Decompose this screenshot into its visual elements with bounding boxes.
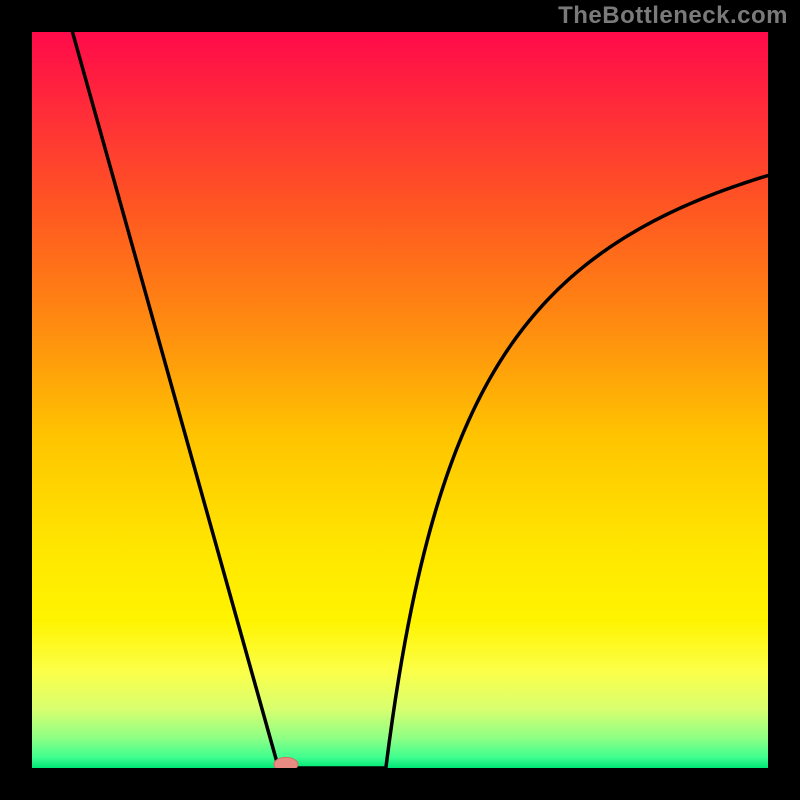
- chart-frame: TheBottleneck.com: [0, 0, 800, 800]
- plot-area: [32, 32, 768, 771]
- bottleneck-chart-svg: [0, 0, 800, 800]
- gradient-background: [32, 32, 768, 768]
- watermark-text: TheBottleneck.com: [558, 2, 788, 30]
